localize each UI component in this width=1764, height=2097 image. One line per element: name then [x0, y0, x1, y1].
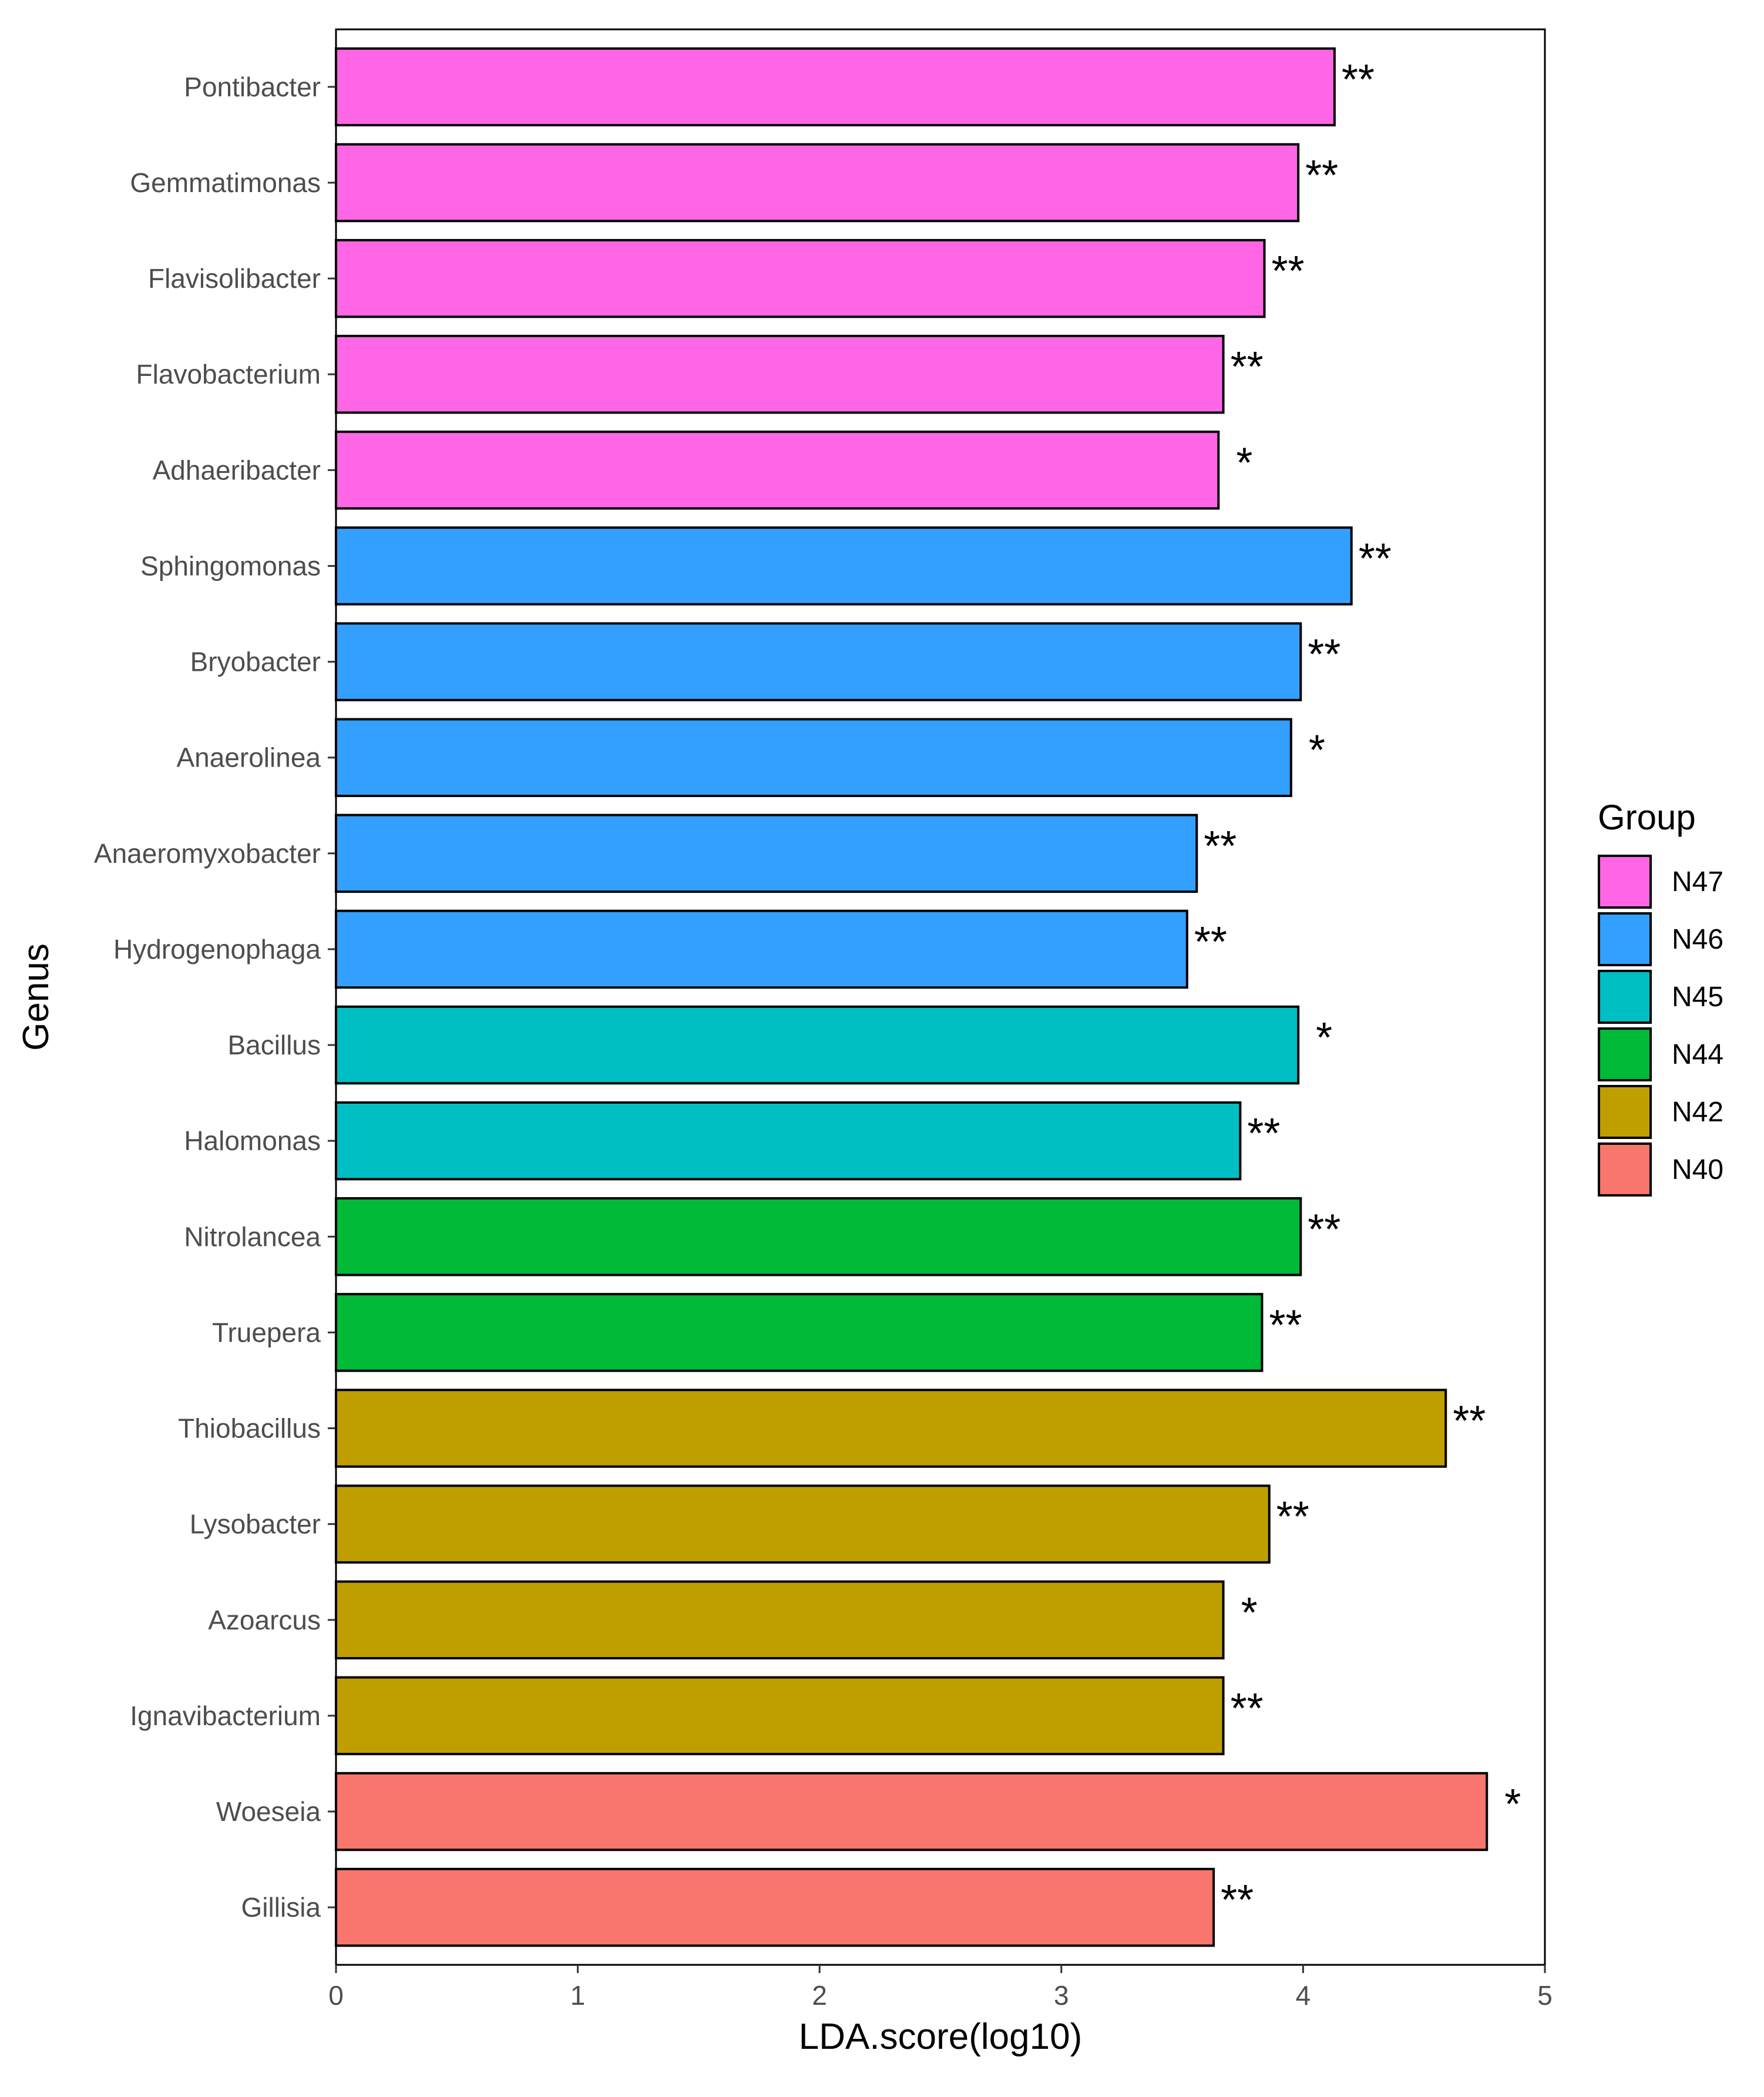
bar-woeseia	[335, 1772, 1489, 1851]
y-tick-label: Halomonas	[184, 1125, 321, 1156]
bar-azoarcus	[335, 1580, 1225, 1660]
legend-key-n42	[1598, 1085, 1652, 1139]
bar-adhaeribacter	[335, 431, 1220, 510]
x-tick-label: 1	[570, 1980, 586, 2011]
significance-mark: **	[1308, 631, 1340, 678]
bar-gemmatimonas	[335, 143, 1300, 223]
legend-key-n40	[1598, 1142, 1652, 1197]
x-tick-label: 3	[1054, 1980, 1069, 2011]
significance-mark: *	[1241, 1589, 1258, 1636]
x-axis: 0 1 2 3 4 5	[328, 1965, 1553, 2011]
bar-truepera	[335, 1293, 1264, 1372]
legend-label: N45	[1672, 982, 1723, 1013]
x-tick-label: 2	[812, 1980, 827, 2011]
y-tick-label: Bacillus	[227, 1030, 321, 1060]
significance-mark: **	[1247, 1110, 1280, 1157]
y-tick-label: Truepera	[212, 1317, 321, 1347]
significance-mark: **	[1308, 1206, 1340, 1253]
bar-lysobacter	[335, 1484, 1271, 1564]
y-axis-title: Genus	[16, 943, 56, 1051]
significance-mark: *	[1316, 1014, 1332, 1061]
bar-anaeromyxobacter	[335, 814, 1198, 893]
bar-flavobacterium	[335, 334, 1225, 414]
bar-nitrolancea	[335, 1197, 1302, 1276]
y-tick-label: Sphingomonas	[140, 550, 321, 581]
y-tick-label: Flavisolibacter	[148, 263, 321, 294]
significance-mark: **	[1276, 1494, 1309, 1541]
y-tick-label: Anaerolinea	[176, 742, 321, 773]
y-tick-label: Gemmatimonas	[130, 167, 321, 198]
bar-gillisia	[335, 1867, 1215, 1947]
significance-mark: *	[1236, 439, 1252, 486]
x-tick-label: 0	[328, 1980, 344, 2011]
y-tick-label: Gillisia	[241, 1892, 321, 1923]
significance-mark: **	[1231, 1685, 1264, 1732]
y-tick-label: Azoarcus	[208, 1605, 321, 1635]
significance-mark: *	[1504, 1781, 1521, 1828]
x-tick-label: 5	[1537, 1980, 1553, 2011]
legend-label: N46	[1672, 924, 1723, 955]
significance-mark: **	[1453, 1398, 1486, 1445]
legend-key-n46	[1598, 912, 1652, 966]
y-tick-label: Anaeromyxobacter	[94, 838, 321, 869]
y-tick-label: Thiobacillus	[178, 1413, 321, 1444]
legend-label: N42	[1672, 1097, 1723, 1128]
significance-labels: ***********************************	[1194, 56, 1521, 1924]
significance-mark: **	[1221, 1877, 1254, 1924]
y-tick-label: Pontibacter	[184, 72, 321, 102]
y-tick-label: Ignavibacterium	[130, 1701, 321, 1731]
bar-bacillus	[335, 1005, 1300, 1085]
significance-mark: **	[1204, 823, 1237, 870]
x-tick-label: 4	[1296, 1980, 1311, 2011]
bar-flavisolibacter	[335, 238, 1266, 318]
legend-label: N44	[1672, 1039, 1723, 1070]
legend-key-n44	[1598, 1027, 1652, 1081]
significance-mark: **	[1269, 1302, 1302, 1349]
legend: Group N47 N46 N45 N44 N42 N40	[1598, 798, 1723, 1197]
y-tick-label: Hydrogenophaga	[113, 934, 321, 965]
bar-bryobacter	[335, 622, 1302, 701]
significance-mark: *	[1309, 727, 1325, 774]
y-tick-label: Lysobacter	[190, 1509, 321, 1540]
bars-layer	[335, 47, 1489, 1947]
legend-label: N40	[1672, 1154, 1723, 1185]
y-tick-label: Bryobacter	[190, 647, 321, 677]
bar-hydrogenophaga	[335, 909, 1188, 989]
y-tick-label: Nitrolancea	[184, 1221, 321, 1252]
bar-anaerolinea	[335, 718, 1292, 797]
bar-sphingomonas	[335, 526, 1353, 606]
y-tick-label: Adhaeribacter	[153, 455, 321, 485]
significance-mark: **	[1231, 344, 1264, 391]
bar-ignavibacterium	[335, 1676, 1225, 1756]
legend-key-n47	[1598, 855, 1652, 909]
legend-key-n45	[1598, 970, 1652, 1024]
legend-title: Group	[1598, 798, 1696, 837]
significance-mark: **	[1342, 56, 1375, 103]
y-tick-label: Woeseia	[216, 1796, 321, 1827]
bar-thiobacillus	[335, 1389, 1447, 1468]
plot-panel-border	[335, 28, 1546, 1966]
significance-mark: **	[1359, 535, 1392, 582]
legend-label: N47	[1672, 866, 1723, 898]
y-tick-labels: Pontibacter Gemmatimonas Flavisolibacter Fl…	[94, 72, 336, 1923]
bar-halomonas	[335, 1101, 1242, 1181]
bar-pontibacter	[335, 47, 1336, 127]
significance-mark: **	[1305, 152, 1338, 199]
significance-mark: **	[1194, 919, 1227, 966]
x-axis-title: LDA.score(log10)	[799, 2017, 1082, 2057]
y-tick-label: Flavobacterium	[136, 359, 321, 389]
significance-mark: **	[1272, 248, 1305, 295]
